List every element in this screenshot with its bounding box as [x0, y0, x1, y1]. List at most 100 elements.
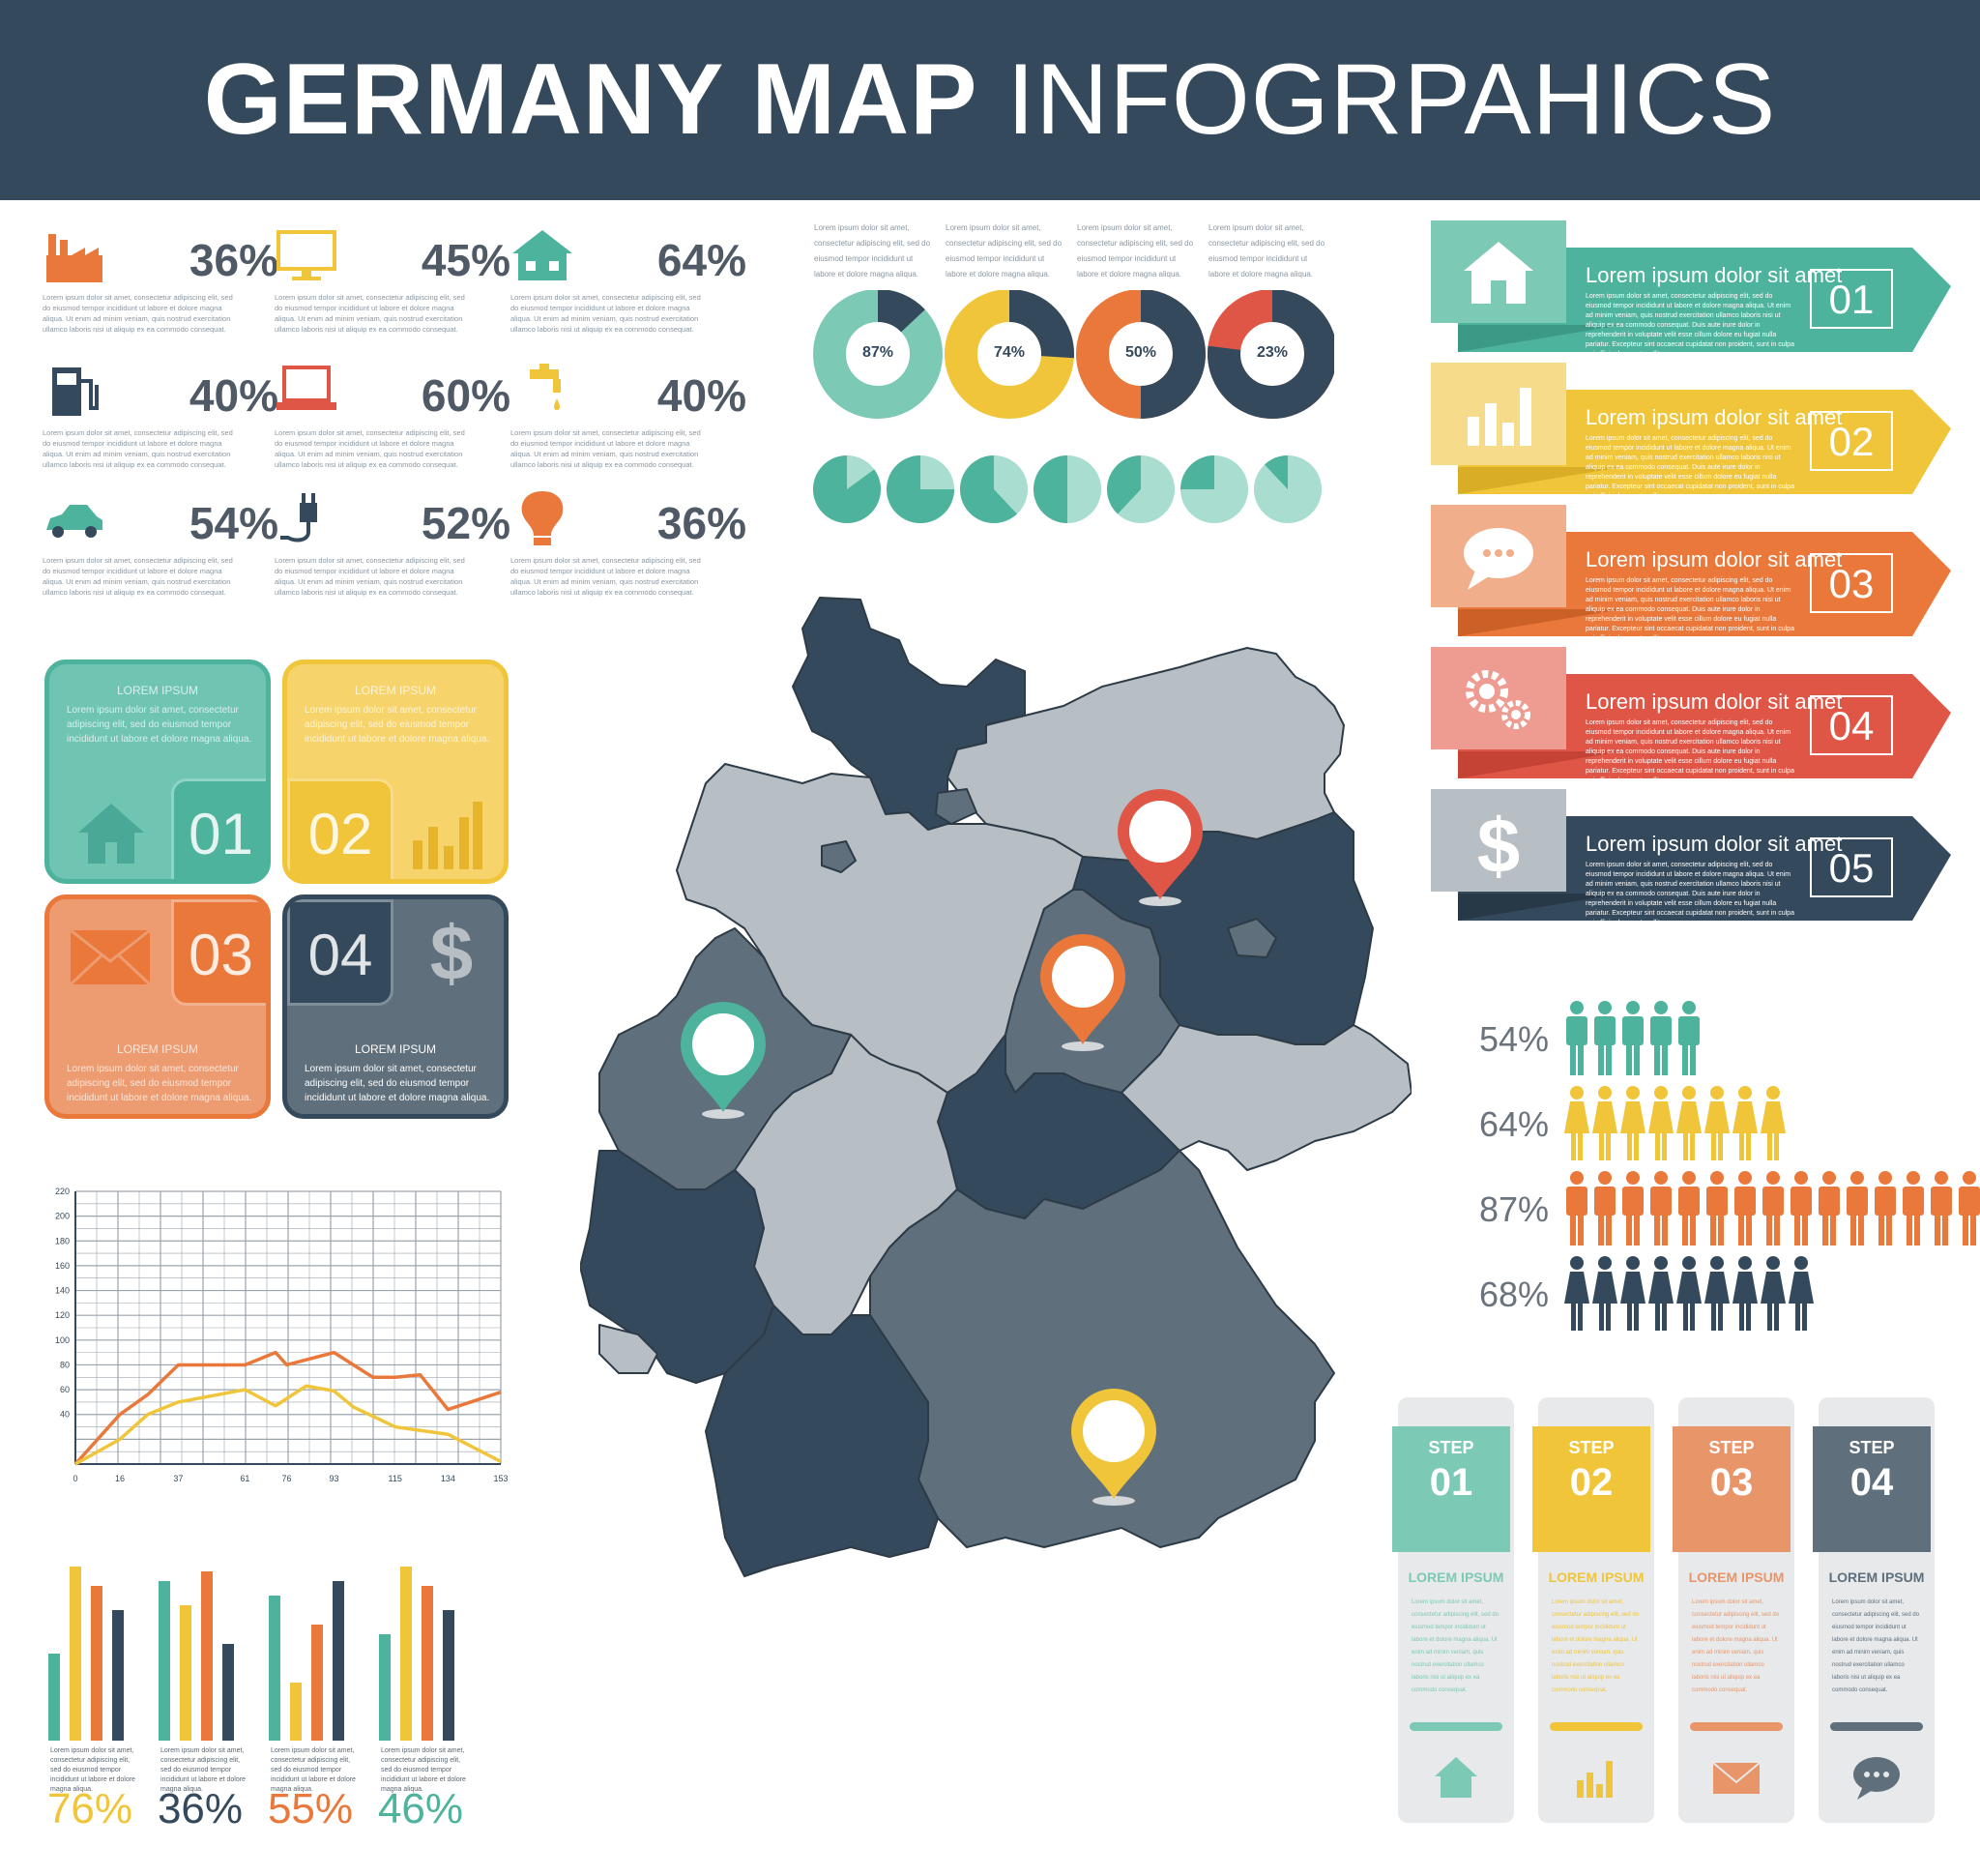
step-tab: STEP 02	[1532, 1426, 1650, 1552]
banner-02[interactable]: Lorem ipsum dolor sit amet Lorem ipsum do…	[1429, 361, 1951, 500]
series-yellow	[74, 1384, 502, 1466]
fuel-pump-icon	[43, 362, 106, 425]
step-number: 02	[1569, 1461, 1614, 1504]
bar	[269, 1596, 280, 1741]
donut-caption: Lorem ipsum dolor sit amet, consectetur …	[1208, 223, 1325, 278]
banner-title: Lorem ipsum dolor sit amet	[1586, 547, 1843, 572]
banner-title: Lorem ipsum dolor sit amet	[1586, 405, 1843, 429]
factory-icon	[43, 226, 106, 289]
female-person-icon	[1648, 1085, 1674, 1167]
step-label: STEP	[1428, 1438, 1474, 1457]
stat-value: 45%	[421, 235, 510, 285]
step-tab: STEP 04	[1813, 1426, 1931, 1552]
banner-05[interactable]: $ Lorem ipsum dolor sit amet Lorem ipsum d…	[1429, 787, 1951, 926]
y-tick-label: 40	[60, 1410, 70, 1420]
tile-4-body: Lorem ipsum dolor sit amet, consectetur …	[305, 1064, 490, 1103]
y-tick-label: 60	[60, 1385, 70, 1394]
bar	[443, 1610, 454, 1741]
stat-description: Lorem ipsum dolor sit amet, consectetur …	[275, 556, 465, 597]
water-tap-icon	[510, 362, 574, 425]
series-orange	[73, 1350, 502, 1466]
light-bulb-icon	[510, 489, 574, 552]
male-person-icon	[1789, 1170, 1814, 1252]
tile-3-number: 03	[171, 899, 266, 1006]
bar	[201, 1571, 213, 1741]
bar-group-caption: Lorem ipsum dolor sit amet, consectetur …	[160, 1747, 246, 1793]
bar	[180, 1605, 191, 1741]
step-card-03: STEP 03 LOREM IPSUM Lorem ipsum dolor sit a…	[1673, 1397, 1794, 1823]
bar	[112, 1610, 124, 1741]
banner-number: 05	[1810, 837, 1893, 897]
banner-number: 03	[1810, 553, 1893, 613]
bar	[333, 1581, 344, 1741]
page-title-light: INFOGRPAHICS	[1006, 44, 1777, 156]
tile-2: LOREM IPSUM Lorem ipsum dolor sit amet, …	[282, 660, 509, 884]
female-person-icon	[1761, 1085, 1786, 1167]
female-person-icon	[1620, 1085, 1645, 1167]
pin-south[interactable]	[1071, 1389, 1156, 1506]
banner-03[interactable]: Lorem ipsum dolor sit amet Lorem ipsum do…	[1429, 503, 1951, 642]
female-person-icon	[1648, 1255, 1674, 1337]
female-person-icon	[1676, 1255, 1702, 1337]
donut-caption: Lorem ipsum dolor sit amet, consectetur …	[946, 223, 1063, 278]
bar	[400, 1567, 412, 1741]
banner-body: Lorem ipsum dolor sit amet, consectetur …	[1586, 435, 1794, 500]
step-heading: LOREM IPSUM	[1548, 1569, 1645, 1585]
banner-04[interactable]: Lorem ipsum dolor sit amet Lorem ipsum do…	[1429, 645, 1951, 784]
tile-2-body: Lorem ipsum dolor sit amet, consectetur …	[305, 705, 490, 745]
tile-4: 04 $ LOREM IPSUM Lorem ipsum dolor sit a…	[282, 894, 509, 1119]
female-person-icon	[1676, 1085, 1702, 1167]
tile-1: LOREM IPSUM Lorem ipsum dolor sit amet, …	[44, 660, 271, 884]
bar	[222, 1644, 234, 1741]
stat-description: Lorem ipsum dolor sit amet, consectetur …	[275, 428, 465, 469]
x-tick-label: 115	[389, 1474, 402, 1483]
laptop-icon	[275, 362, 338, 425]
donut-label: 50%	[1124, 344, 1157, 361]
pin-west[interactable]	[681, 1002, 766, 1119]
page-title-bold: GERMANY MAP	[203, 44, 978, 156]
step-body: Lorem ipsum dolor sit amet, consectetur …	[1692, 1599, 1780, 1693]
step-progress-bar	[1410, 1722, 1502, 1731]
people-percentage: 64%	[1478, 1104, 1549, 1144]
dollar-icon: $	[429, 910, 474, 996]
bar	[91, 1586, 102, 1741]
step-progress-bar	[1550, 1722, 1643, 1731]
male-person-icon	[1929, 1170, 1954, 1252]
region-bremen	[821, 840, 857, 873]
monitor-icon	[275, 226, 338, 289]
region-hamburg	[935, 788, 977, 825]
people-percentage: 87%	[1478, 1189, 1549, 1229]
small-pie	[1254, 455, 1322, 523]
car-icon	[43, 489, 106, 552]
banner-01[interactable]: Lorem ipsum dolor sit amet Lorem ipsum do…	[1429, 219, 1951, 358]
bar	[70, 1567, 81, 1741]
tile-3-body: Lorem ipsum dolor sit amet, consectetur …	[67, 1064, 252, 1103]
bar-chart	[48, 1567, 454, 1741]
bar-chart-icon	[1573, 1755, 1619, 1806]
female-person-icon	[1761, 1255, 1786, 1337]
pin-center[interactable]	[1040, 934, 1125, 1051]
y-tick-label: 100	[55, 1335, 70, 1345]
tile-3-title: LOREM IPSUM	[116, 1042, 198, 1056]
step-progress-bar	[1830, 1722, 1923, 1731]
donut-label: 87%	[861, 344, 894, 361]
female-person-icon	[1564, 1255, 1589, 1337]
male-person-icon	[1620, 1000, 1645, 1082]
step-tab: STEP 01	[1392, 1426, 1510, 1552]
stat-description: Lorem ipsum dolor sit amet, consectetur …	[43, 556, 233, 597]
step-heading: LOREM IPSUM	[1408, 1569, 1504, 1585]
pin-north[interactable]	[1118, 789, 1203, 906]
people-percentage: 68%	[1478, 1275, 1549, 1314]
house-icon	[78, 804, 144, 864]
step-card-02: STEP 02 LOREM IPSUM Lorem ipsum dolor sit a…	[1532, 1397, 1654, 1823]
step-body: Lorem ipsum dolor sit amet, consectetur …	[1412, 1599, 1500, 1693]
small-pie	[887, 455, 954, 523]
tile-4-number: 04	[287, 899, 393, 1006]
banner-body: Lorem ipsum dolor sit amet, consectetur …	[1586, 719, 1794, 784]
male-person-icon	[1676, 1000, 1702, 1082]
banner-title: Lorem ipsum dolor sit amet	[1586, 689, 1843, 714]
x-tick-label: 153	[493, 1474, 508, 1483]
gears-icon	[1466, 670, 1530, 729]
bar-group-percentage: 46%	[377, 1785, 464, 1832]
step-body: Lorem ipsum dolor sit amet, consectetur …	[1552, 1599, 1640, 1693]
